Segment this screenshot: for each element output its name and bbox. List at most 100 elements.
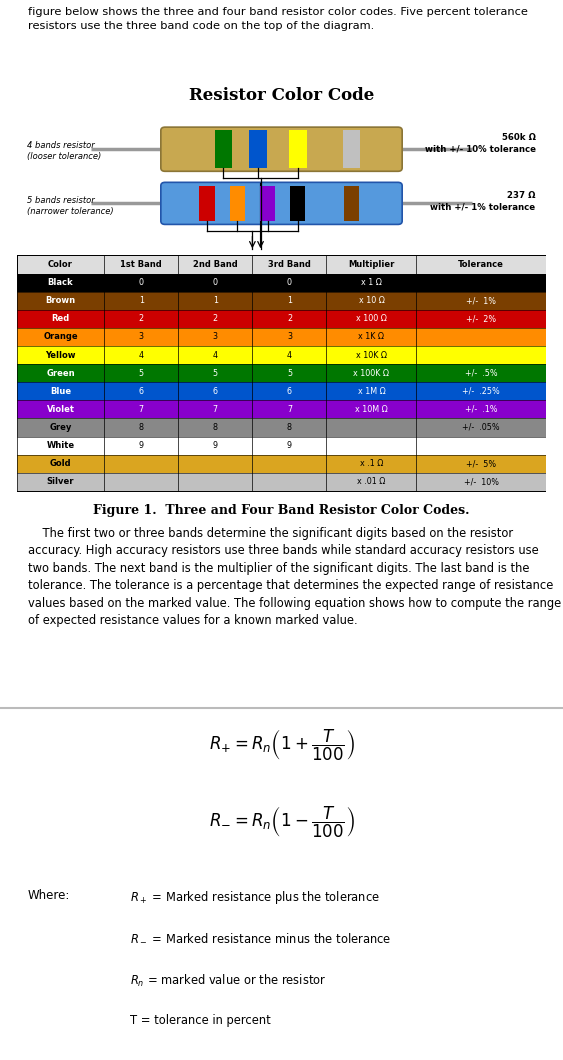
Text: Color: Color [48,260,73,269]
Text: 5: 5 [287,369,292,377]
Text: Black: Black [48,278,73,287]
Text: Green: Green [46,369,75,377]
Text: +/-  .1%: +/- .1% [465,405,498,413]
Bar [17,255,546,273]
Text: 8: 8 [213,423,218,431]
Text: x .01 Ω: x .01 Ω [358,477,386,487]
Text: 560k Ω
with +/- 10% tolerance: 560k Ω with +/- 10% tolerance [425,132,535,153]
Text: +/-  2%: +/- 2% [466,315,497,323]
Text: +/-  .05%: +/- .05% [462,423,500,431]
Text: 4 bands resistor
(looser tolerance): 4 bands resistor (looser tolerance) [28,141,102,161]
Text: 1st Band: 1st Band [120,260,162,269]
Text: Blue: Blue [50,387,71,395]
Text: x 10K Ω: x 10K Ω [356,351,387,359]
Bar [17,346,546,364]
Bar [289,130,306,167]
Text: +/-  10%: +/- 10% [464,477,499,487]
Text: x 100K Ω: x 100K Ω [354,369,390,377]
Text: 6: 6 [287,387,292,395]
Text: 9: 9 [287,441,292,450]
Text: 0: 0 [213,278,218,287]
Text: $R_{-} = R_{n}\left(1-\dfrac{T}{100}\right)$: $R_{-} = R_{n}\left(1-\dfrac{T}{100}\rig… [209,805,354,840]
Text: +/-  .25%: +/- .25% [462,387,500,395]
Text: 7: 7 [287,405,292,413]
Text: 3rd Band: 3rd Band [268,260,311,269]
Text: 3: 3 [138,333,144,341]
Bar [291,186,305,222]
Text: +/-  .5%: +/- .5% [465,369,498,377]
Text: Grey: Grey [50,423,72,431]
Text: +/-  5%: +/- 5% [466,459,497,469]
Bar [17,383,546,401]
Text: The first two or three bands determine the significant digits based on the resis: The first two or three bands determine t… [28,527,561,628]
Text: $R_n$ = marked value or the resistor: $R_n$ = marked value or the resistor [130,972,327,989]
Text: 237 Ω
with +/- 1% tolerance: 237 Ω with +/- 1% tolerance [430,191,535,211]
Bar [260,186,275,222]
Text: Figure 1.  Three and Four Band Resistor Color Codes.: Figure 1. Three and Four Band Resistor C… [93,505,470,517]
Text: 5: 5 [138,369,144,377]
Text: Red: Red [51,315,70,323]
Bar [17,473,546,491]
Text: Resistor Color Code: Resistor Color Code [189,87,374,104]
Text: 0: 0 [138,278,144,287]
Bar [215,130,232,167]
Text: 8: 8 [138,423,144,431]
Text: $R_-$ = Marked resistance minus the tolerance: $R_-$ = Marked resistance minus the tole… [130,931,391,943]
Text: x 1M Ω: x 1M Ω [358,387,385,395]
Bar [199,186,215,222]
Text: 2: 2 [138,315,144,323]
Text: 6: 6 [213,387,218,395]
Text: T = tolerance in percent: T = tolerance in percent [130,1014,271,1027]
Text: Violet: Violet [47,405,74,413]
Bar [249,130,267,167]
Text: Yellow: Yellow [45,351,76,359]
FancyBboxPatch shape [161,182,402,225]
Text: 2: 2 [287,315,292,323]
Text: x 1K Ω: x 1K Ω [359,333,385,341]
Bar [343,130,360,167]
Text: 9: 9 [213,441,218,450]
Text: x 100 Ω: x 100 Ω [356,315,387,323]
Text: Orange: Orange [43,333,78,341]
Text: White: White [47,441,75,450]
Bar [17,437,546,455]
Text: 3: 3 [213,333,218,341]
Text: x 10M Ω: x 10M Ω [355,405,388,413]
Text: 4: 4 [213,351,218,359]
Text: x .1 Ω: x .1 Ω [360,459,383,469]
Text: 6: 6 [138,387,144,395]
FancyBboxPatch shape [161,127,402,172]
Text: Tolerance: Tolerance [458,260,504,269]
Text: Silver: Silver [47,477,74,487]
Bar [17,292,546,310]
Text: 9: 9 [138,441,144,450]
Text: Multiplier: Multiplier [348,260,395,269]
Text: 1: 1 [213,296,218,305]
Bar [17,310,546,328]
Bar [17,455,546,473]
Text: 5 bands resistor
(narrower tolerance): 5 bands resistor (narrower tolerance) [28,196,114,216]
Text: 1: 1 [138,296,144,305]
Bar [17,364,546,383]
Text: x 1 Ω: x 1 Ω [361,278,382,287]
Text: Where:: Where: [28,888,70,902]
Text: 7: 7 [213,405,218,413]
Bar [17,273,546,292]
Text: 5: 5 [213,369,218,377]
Text: +/-  1%: +/- 1% [466,296,496,305]
Text: figure below shows the three and four band resistor color codes. Five percent to: figure below shows the three and four ba… [28,7,528,31]
Text: 2: 2 [213,315,218,323]
Text: 8: 8 [287,423,292,431]
Text: 4: 4 [138,351,144,359]
Text: x 10 Ω: x 10 Ω [359,296,385,305]
Text: Gold: Gold [50,459,72,469]
Text: $R_{+} = R_{n}\left(1+\dfrac{T}{100}\right)$: $R_{+} = R_{n}\left(1+\dfrac{T}{100}\rig… [209,728,354,763]
Text: 7: 7 [138,405,144,413]
Text: 2nd Band: 2nd Band [193,260,238,269]
Bar [17,328,546,346]
Text: 3: 3 [287,333,292,341]
Bar [17,401,546,419]
Text: 4: 4 [287,351,292,359]
Bar [344,186,359,222]
Text: 1: 1 [287,296,292,305]
